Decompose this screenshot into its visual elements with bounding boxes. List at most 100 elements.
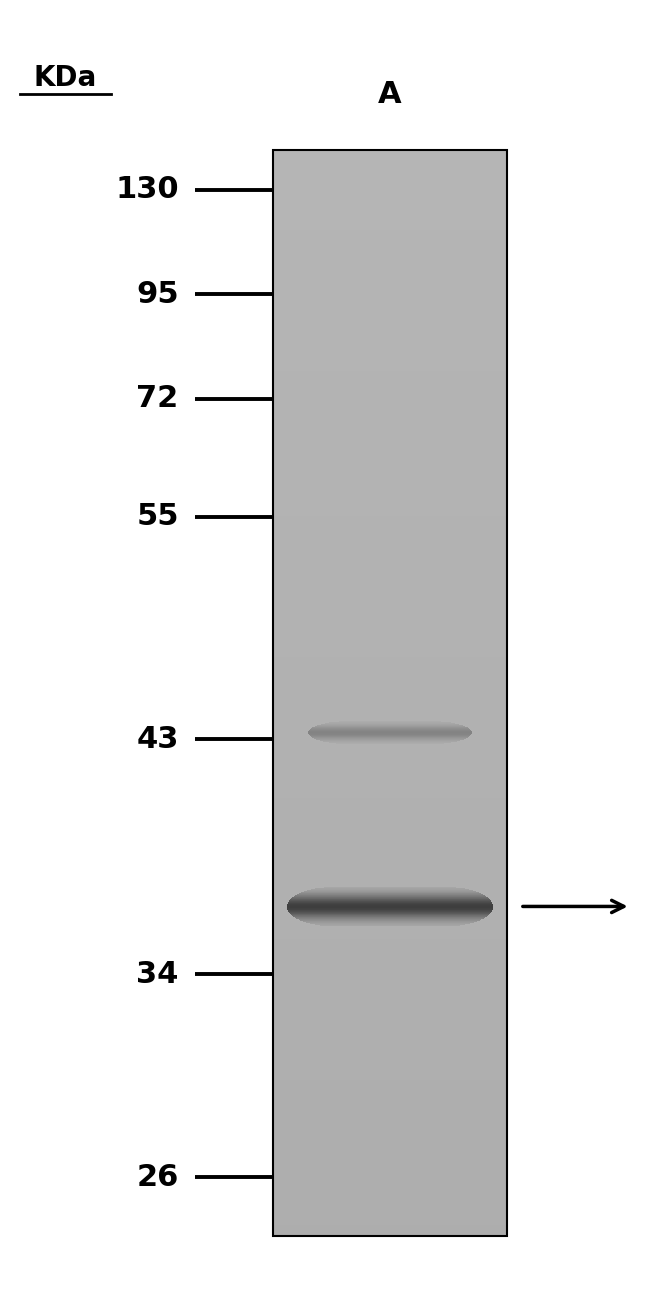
Bar xyxy=(273,882,507,886)
Bar xyxy=(273,581,507,585)
Bar xyxy=(273,392,507,396)
Bar xyxy=(273,190,507,194)
Bar xyxy=(273,689,507,693)
Bar xyxy=(273,382,507,386)
Bar xyxy=(273,259,507,263)
Bar xyxy=(273,1033,507,1037)
Bar xyxy=(273,375,507,378)
Bar xyxy=(273,1080,507,1084)
Bar xyxy=(273,874,507,878)
Bar xyxy=(273,281,507,284)
Bar xyxy=(273,425,507,429)
Bar xyxy=(273,1120,507,1124)
Bar xyxy=(273,201,507,204)
Bar xyxy=(273,787,507,791)
Bar xyxy=(273,306,507,310)
Bar xyxy=(273,429,507,433)
Bar xyxy=(273,1164,507,1167)
Bar xyxy=(273,1117,507,1120)
Bar xyxy=(273,556,507,560)
Bar xyxy=(273,661,507,664)
Bar xyxy=(273,976,507,980)
Bar xyxy=(273,220,507,222)
Bar xyxy=(273,664,507,668)
Bar xyxy=(273,712,507,715)
Bar xyxy=(273,1185,507,1189)
Bar xyxy=(273,437,507,439)
Bar xyxy=(273,845,507,849)
Bar xyxy=(273,1008,507,1011)
Bar xyxy=(273,538,507,542)
Bar xyxy=(273,198,507,201)
Bar xyxy=(273,654,507,657)
Bar xyxy=(273,994,507,997)
Bar xyxy=(273,857,507,859)
Bar xyxy=(273,1056,507,1058)
Bar xyxy=(273,1027,507,1029)
Bar xyxy=(273,1105,507,1109)
Bar xyxy=(273,748,507,751)
Bar xyxy=(273,990,507,994)
Bar xyxy=(273,982,507,986)
Bar xyxy=(273,1029,507,1033)
Bar xyxy=(273,404,507,407)
Bar xyxy=(273,560,507,562)
Bar xyxy=(273,208,507,212)
Bar xyxy=(273,523,507,527)
Bar xyxy=(273,624,507,628)
Bar xyxy=(273,320,507,324)
Bar xyxy=(273,1156,507,1160)
Bar xyxy=(273,360,507,364)
Bar xyxy=(273,251,507,255)
Bar xyxy=(273,744,507,748)
Bar xyxy=(273,462,507,466)
Bar xyxy=(273,480,507,484)
Bar xyxy=(273,263,507,267)
Bar xyxy=(273,310,507,313)
Bar xyxy=(273,1076,507,1080)
Bar xyxy=(273,505,507,509)
Bar xyxy=(273,1179,507,1181)
Bar xyxy=(273,961,507,965)
Bar xyxy=(273,339,507,343)
Bar xyxy=(273,798,507,802)
Bar xyxy=(273,204,507,208)
Bar xyxy=(273,1211,507,1214)
Bar xyxy=(273,515,507,519)
Bar xyxy=(273,997,507,1001)
Text: 130: 130 xyxy=(115,175,179,204)
Bar xyxy=(273,531,507,534)
Bar xyxy=(273,378,507,382)
Bar xyxy=(273,1171,507,1175)
Bar xyxy=(273,878,507,882)
Bar xyxy=(273,1214,507,1218)
Bar xyxy=(273,806,507,810)
Bar xyxy=(273,668,507,671)
Bar xyxy=(273,324,507,328)
Bar xyxy=(273,150,507,154)
Bar xyxy=(273,589,507,593)
Bar xyxy=(273,1193,507,1197)
Bar xyxy=(273,671,507,675)
Bar xyxy=(273,175,507,179)
Bar xyxy=(273,562,507,566)
Bar xyxy=(273,730,507,732)
Bar xyxy=(273,610,507,613)
Bar xyxy=(273,1138,507,1142)
Bar xyxy=(273,642,507,646)
Bar xyxy=(273,566,507,570)
Bar xyxy=(273,888,507,892)
Bar xyxy=(273,415,507,419)
Bar xyxy=(273,267,507,269)
Bar xyxy=(273,249,507,251)
Bar xyxy=(273,1011,507,1015)
Bar xyxy=(273,638,507,642)
Bar xyxy=(273,871,507,874)
Bar xyxy=(273,169,507,173)
Bar xyxy=(273,335,507,339)
Bar xyxy=(273,187,507,190)
Bar xyxy=(273,476,507,480)
Bar xyxy=(273,935,507,939)
Bar xyxy=(273,421,507,425)
Bar xyxy=(273,1037,507,1041)
